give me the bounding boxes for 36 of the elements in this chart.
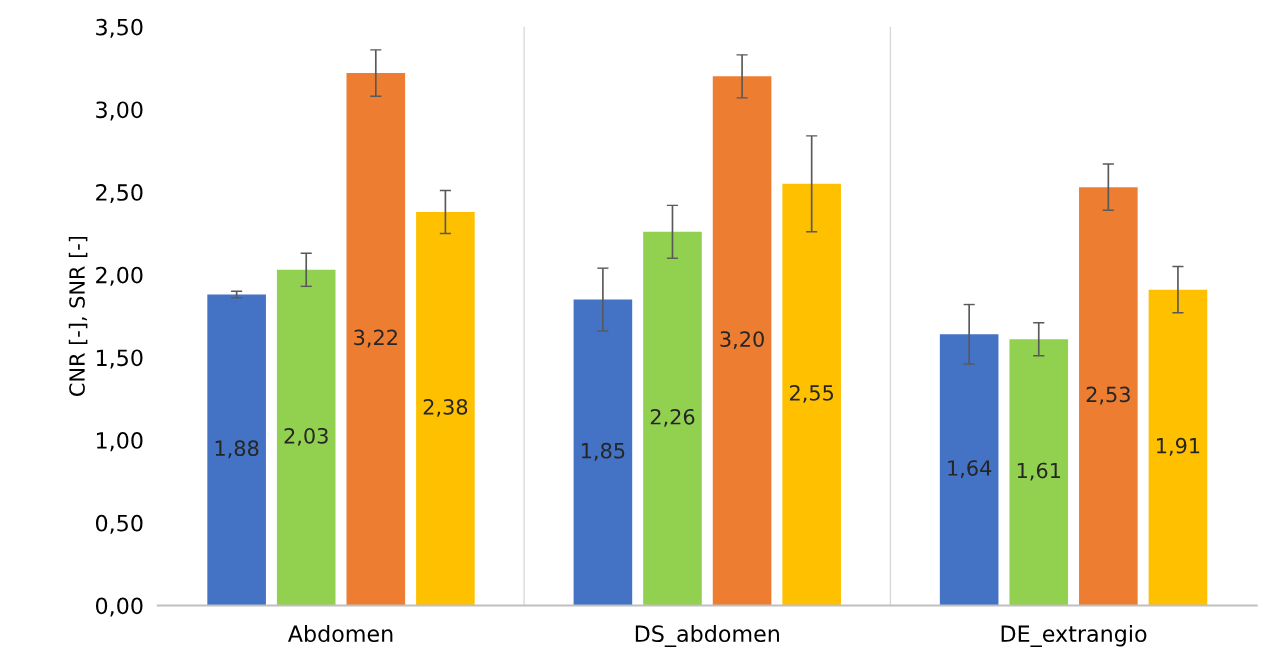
bar xyxy=(207,294,266,606)
bar xyxy=(939,334,999,606)
y-tick-label: 1,50 xyxy=(96,349,143,369)
data-label: 1,85 xyxy=(581,442,625,461)
data-label: 1,88 xyxy=(215,440,259,459)
data-label: 1,64 xyxy=(948,460,992,479)
y-tick-label: 0,00 xyxy=(95,597,143,617)
y-tick-label: 2,00 xyxy=(96,266,143,286)
x-tick-label: Abdomen xyxy=(287,624,393,643)
y-tick-label: 2,50 xyxy=(96,184,143,204)
y-tick-label: 1,00 xyxy=(96,432,143,452)
bar xyxy=(643,231,702,606)
bar xyxy=(346,73,406,606)
data-label: 2,38 xyxy=(423,398,468,417)
data-label: 3,20 xyxy=(720,331,764,350)
bar xyxy=(1148,289,1208,606)
data-label: 2,55 xyxy=(790,384,834,403)
y-tick-label: 3,50 xyxy=(96,18,143,38)
bar xyxy=(276,269,336,606)
y-axis-title: CNR [-], SNR [-] xyxy=(68,236,88,396)
bar xyxy=(1079,187,1138,606)
bar xyxy=(416,211,475,606)
bar xyxy=(573,299,633,606)
y-tick-label: 3,00 xyxy=(96,101,143,121)
bar xyxy=(782,183,841,606)
data-label: 2,26 xyxy=(650,408,695,427)
data-label: 1,61 xyxy=(1017,462,1061,481)
x-tick-label: DE_extrangio xyxy=(1001,624,1147,648)
bar xyxy=(712,76,772,606)
x-tick-label: DS_abdomen xyxy=(635,624,779,648)
data-label: 2,53 xyxy=(1086,386,1130,405)
data-label: 2,03 xyxy=(284,427,328,446)
data-label: 3,22 xyxy=(354,329,397,348)
data-label: 1,91 xyxy=(1157,437,1200,456)
bar xyxy=(1009,339,1069,606)
y-tick-label: 0,50 xyxy=(95,514,143,534)
